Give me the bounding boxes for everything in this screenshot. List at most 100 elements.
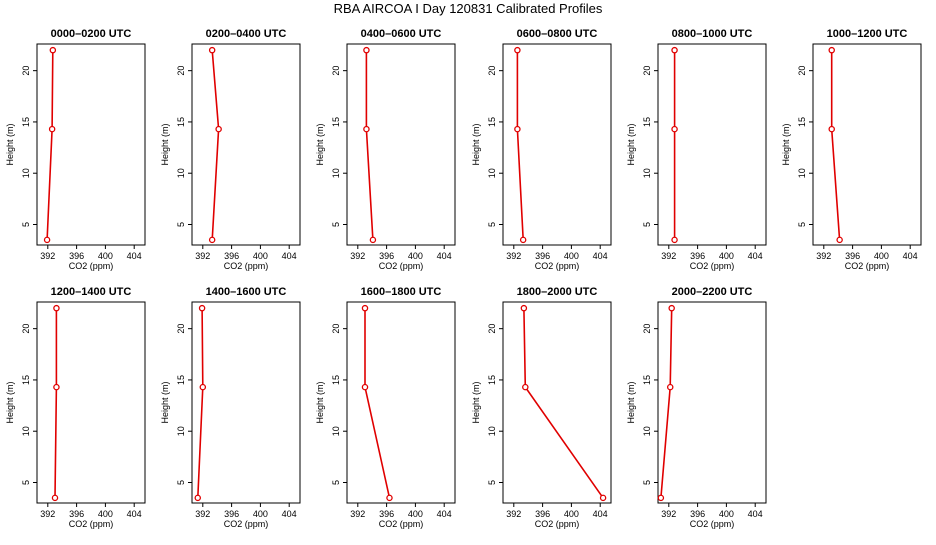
data-point: [520, 304, 528, 312]
panel-title: 0400–0600 UTC: [361, 28, 442, 40]
x-tick-label: 396: [690, 251, 705, 261]
data-point: [361, 304, 369, 312]
x-tick-label: 392: [195, 251, 210, 261]
x-axis-label: CO2 (ppm): [845, 261, 890, 271]
y-tick-label: 15: [176, 375, 186, 385]
data-point: [369, 236, 377, 244]
y-tick-label: 10: [21, 168, 31, 178]
x-axis-label: CO2 (ppm): [690, 519, 735, 529]
data-point: [53, 383, 60, 391]
y-tick-label: 5: [331, 222, 341, 227]
y-tick-label: 5: [487, 222, 497, 227]
x-tick-label: 400: [874, 251, 889, 261]
y-tick-label: 10: [176, 168, 186, 178]
profile-line: [197, 308, 204, 498]
data-point: [194, 494, 202, 502]
y-tick-label: 5: [487, 480, 497, 485]
y-tick-label: 20: [176, 324, 186, 334]
x-tick-label: 396: [224, 251, 239, 261]
x-tick-label: 404: [127, 251, 142, 261]
profile-line: [516, 50, 524, 240]
x-axis-label: CO2 (ppm): [224, 261, 269, 271]
x-tick-label: 404: [282, 509, 297, 519]
data-point: [514, 46, 521, 54]
panel-title: 1000–1200 UTC: [827, 28, 908, 40]
y-tick-label: 20: [331, 66, 341, 76]
y-tick-label: 5: [21, 222, 31, 227]
panel-title: 1200–1400 UTC: [51, 286, 132, 298]
panel-6: 1000–1200 UTC 392 396 400 404 5 10 15 20 CO2 (ppm…: [781, 28, 922, 271]
y-axis-label: Height (m): [471, 381, 481, 423]
panel-title: 1800–2000 UTC: [517, 286, 598, 298]
y-axis-label: Height (m): [471, 123, 481, 165]
y-tick-label: 15: [331, 117, 341, 127]
y-tick-label: 15: [331, 375, 341, 385]
y-tick-label: 15: [21, 375, 31, 385]
panel-title: 1400–1600 UTC: [206, 286, 287, 298]
x-tick-label: 404: [437, 251, 452, 261]
y-tick-label: 15: [642, 375, 652, 385]
panel-title: 0600–0800 UTC: [517, 28, 598, 40]
y-tick-label: 10: [487, 426, 497, 436]
y-tick-label: 15: [642, 117, 652, 127]
data-point: [671, 125, 678, 133]
plot-frame: [36, 43, 146, 246]
panel-8: 1400–1600 UTC 392 396 400 404 5 10 15 20 CO2 (ppm…: [160, 286, 301, 529]
profile-line: [54, 308, 58, 498]
x-tick-label: 392: [195, 509, 210, 519]
x-tick-label: 392: [661, 251, 676, 261]
x-axis-label: CO2 (ppm): [69, 261, 114, 271]
y-tick-label: 10: [331, 426, 341, 436]
x-tick-label: 404: [127, 509, 142, 519]
y-tick-label: 20: [797, 66, 807, 76]
y-tick-label: 5: [642, 480, 652, 485]
data-point: [215, 125, 222, 133]
panels-group: 0000–0200 UTC 392 396 400 404 5 10 15 20 CO2 (ppm…: [5, 28, 922, 529]
data-point: [514, 125, 521, 133]
profile-line: [365, 50, 374, 240]
data-point: [199, 383, 207, 391]
y-tick-label: 15: [176, 117, 186, 127]
data-point: [363, 125, 370, 133]
x-tick-label: 404: [903, 251, 918, 261]
data-point: [208, 46, 216, 54]
y-axis-label: Height (m): [626, 381, 636, 423]
y-tick-label: 15: [487, 375, 497, 385]
y-tick-label: 5: [176, 222, 186, 227]
y-tick-label: 20: [487, 324, 497, 334]
x-tick-label: 396: [379, 251, 394, 261]
profile-line: [211, 50, 220, 240]
x-tick-label: 396: [224, 509, 239, 519]
data-point: [657, 494, 665, 502]
y-tick-label: 5: [331, 480, 341, 485]
x-tick-label: 392: [506, 509, 521, 519]
x-tick-label: 392: [506, 251, 521, 261]
panel-10: 1800–2000 UTC 392 396 400 404 5 10 15 20 CO2 (ppm…: [471, 286, 612, 529]
data-point: [671, 236, 678, 244]
x-tick-label: 396: [535, 509, 550, 519]
data-point: [836, 236, 843, 244]
x-tick-label: 392: [40, 509, 55, 519]
y-tick-label: 20: [21, 66, 31, 76]
y-axis-label: Height (m): [160, 123, 170, 165]
x-tick-label: 392: [661, 509, 676, 519]
panel-3: 0400–0600 UTC 392 396 400 404 5 10 15 20 CO2 (ppm…: [315, 28, 456, 271]
y-axis-label: Height (m): [5, 123, 15, 165]
y-tick-label: 10: [487, 168, 497, 178]
y-tick-label: 20: [642, 66, 652, 76]
plot-frame: [36, 301, 146, 504]
x-tick-label: 400: [564, 251, 579, 261]
panel-title: 1600–1800 UTC: [361, 286, 442, 298]
y-tick-label: 5: [21, 480, 31, 485]
x-tick-label: 404: [437, 509, 452, 519]
x-tick-label: 400: [408, 251, 423, 261]
plot-frame: [191, 43, 301, 246]
x-tick-label: 400: [408, 509, 423, 519]
x-axis-label: CO2 (ppm): [69, 519, 114, 529]
x-axis-label: CO2 (ppm): [690, 261, 735, 271]
y-tick-label: 20: [487, 66, 497, 76]
y-axis-label: Height (m): [626, 123, 636, 165]
data-point: [51, 494, 59, 502]
y-tick-label: 5: [176, 480, 186, 485]
